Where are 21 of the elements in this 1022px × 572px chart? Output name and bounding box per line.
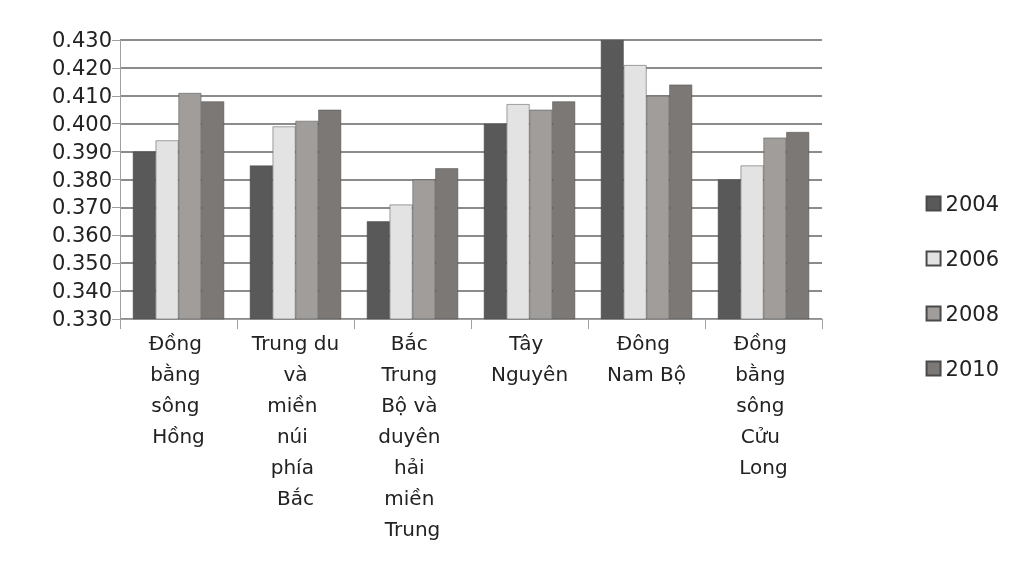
x-tick-label: Bắc Trung Bộ và duyên hải miền Trung xyxy=(378,330,447,541)
x-tick-label: Đồng bằng sông Cửu Long xyxy=(733,330,794,479)
x-tick-label: Trung du và miền núi phía Bắc xyxy=(250,330,340,510)
legend-label: 2006 xyxy=(945,246,1000,271)
y-tick-label: 0.330 xyxy=(51,307,112,331)
x-tick-label: Đồng bằng sông Hồng xyxy=(148,330,209,448)
x-tick-label: Tây Nguyên xyxy=(490,330,569,386)
y-tick-label: 0.340 xyxy=(51,279,112,304)
y-tick-label: 0.410 xyxy=(51,83,112,108)
legend-label: 2008 xyxy=(945,301,1000,326)
y-tick-label: 0.420 xyxy=(51,55,112,80)
legend-label: 2010 xyxy=(945,356,1000,381)
y-tick-label: 0.350 xyxy=(51,251,112,276)
y-tick-label: 0.380 xyxy=(51,167,112,192)
y-tick-label: 0.360 xyxy=(51,223,112,248)
y-tick-label: 0.370 xyxy=(51,195,112,220)
x-tick-label: Đông Nam Bộ xyxy=(606,330,687,386)
legend-label: 2004 xyxy=(945,191,1000,216)
y-tick-label: 0.390 xyxy=(51,139,112,164)
y-tick-label: 0.400 xyxy=(51,111,112,136)
y-tick-label: 0.430 xyxy=(51,28,112,52)
